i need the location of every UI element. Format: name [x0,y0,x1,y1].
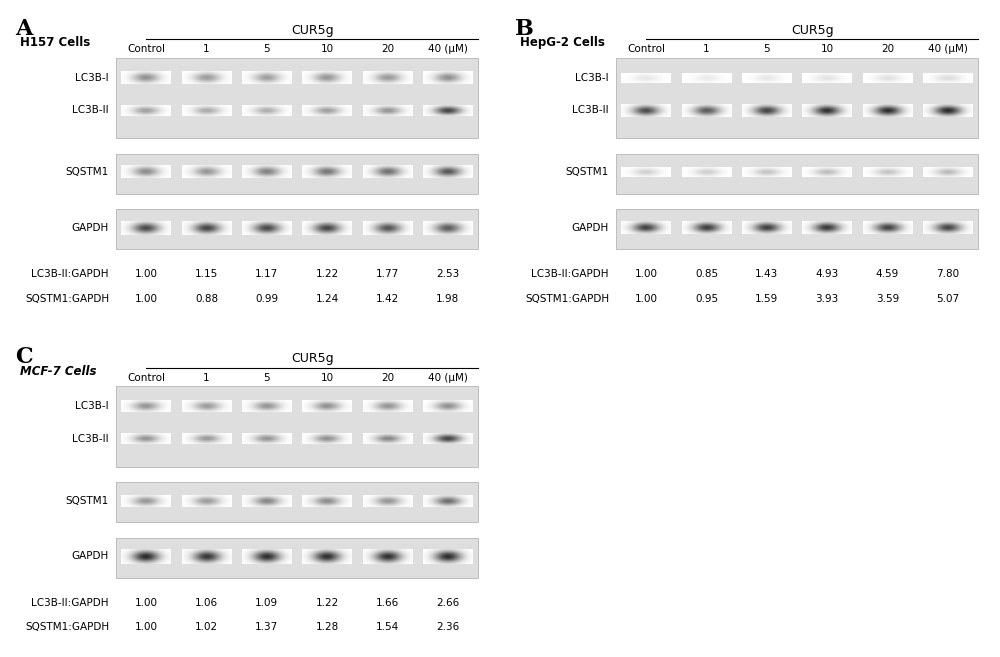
Bar [616,209,978,250]
Text: LC3B-II:GAPDH: LC3B-II:GAPDH [32,269,109,279]
Text: 2.66: 2.66 [436,598,459,608]
Text: Control: Control [627,44,665,54]
Text: 1.00: 1.00 [135,622,158,632]
Text: 20: 20 [881,44,894,54]
Text: 1.22: 1.22 [316,598,339,608]
Bar [116,537,478,578]
Text: 4.93: 4.93 [816,269,839,279]
Text: Control: Control [127,373,165,382]
Text: 1: 1 [703,44,710,54]
Text: 1.28: 1.28 [316,622,339,632]
Text: LC3B-II:GAPDH: LC3B-II:GAPDH [532,269,609,279]
Text: SQSTM1: SQSTM1 [66,167,109,177]
Text: 0.95: 0.95 [695,294,718,304]
Text: 10: 10 [321,373,334,382]
Text: 40 (μM): 40 (μM) [428,44,468,54]
Text: B: B [515,18,534,40]
Text: 1.17: 1.17 [255,269,278,279]
Bar [116,58,478,138]
Text: LC3B-II:GAPDH: LC3B-II:GAPDH [32,598,109,608]
Text: 1.98: 1.98 [436,294,459,304]
Text: SQSTM1: SQSTM1 [566,167,609,177]
Text: Control: Control [127,44,165,54]
Text: SQSTM1:GAPDH: SQSTM1:GAPDH [25,622,109,632]
Text: 1.43: 1.43 [755,269,778,279]
Text: 1.37: 1.37 [255,622,278,632]
Bar [116,386,478,466]
Text: CUR5g: CUR5g [291,352,333,365]
Text: 7.80: 7.80 [936,269,959,279]
Text: GAPDH: GAPDH [72,223,109,233]
Bar [616,58,978,138]
Text: 40 (μM): 40 (μM) [928,44,968,54]
Text: 1.00: 1.00 [135,294,158,304]
Text: 0.99: 0.99 [255,294,278,304]
Text: GAPDH: GAPDH [572,223,609,233]
Text: 1.02: 1.02 [195,622,218,632]
Text: H157 Cells: H157 Cells [20,36,90,49]
Text: 10: 10 [821,44,834,54]
Text: LC3B-I: LC3B-I [75,401,109,411]
Text: 1.00: 1.00 [135,598,158,608]
Text: 1.54: 1.54 [376,622,399,632]
Text: 3.93: 3.93 [816,294,839,304]
Text: HepG-2 Cells: HepG-2 Cells [520,36,605,49]
Text: 1.15: 1.15 [195,269,218,279]
Text: 0.85: 0.85 [695,269,718,279]
Text: LC3B-II: LC3B-II [72,434,109,444]
Text: 5: 5 [764,44,770,54]
Text: 3.59: 3.59 [876,294,899,304]
Text: 1.77: 1.77 [376,269,399,279]
Text: 1.00: 1.00 [635,294,658,304]
Bar [616,154,978,194]
Text: 5: 5 [264,44,270,54]
Text: 20: 20 [381,373,394,382]
Text: 2.36: 2.36 [436,622,459,632]
Text: 5.07: 5.07 [936,294,959,304]
Bar [116,154,478,194]
Text: MCF-7 Cells: MCF-7 Cells [20,365,96,378]
Text: 1.59: 1.59 [755,294,778,304]
Text: LC3B-I: LC3B-I [75,73,109,83]
Text: LC3B-I: LC3B-I [575,73,609,83]
Text: CUR5g: CUR5g [291,24,333,37]
Text: 1.42: 1.42 [376,294,399,304]
Text: 40 (μM): 40 (μM) [428,373,468,382]
Text: 1.06: 1.06 [195,598,218,608]
Text: 1.00: 1.00 [135,269,158,279]
Text: LC3B-II: LC3B-II [572,105,609,116]
Text: 1.66: 1.66 [376,598,399,608]
Text: A: A [15,18,32,40]
Text: C: C [15,346,33,369]
Text: 5: 5 [264,373,270,382]
Text: 1.24: 1.24 [316,294,339,304]
Text: SQSTM1:GAPDH: SQSTM1:GAPDH [25,294,109,304]
Text: LC3B-II: LC3B-II [72,105,109,116]
Text: SQSTM1: SQSTM1 [66,495,109,506]
Text: CUR5g: CUR5g [791,24,833,37]
Text: 1.00: 1.00 [635,269,658,279]
Text: 4.59: 4.59 [876,269,899,279]
Bar [116,482,478,522]
Text: 1.22: 1.22 [316,269,339,279]
Text: 0.88: 0.88 [195,294,218,304]
Text: 1.09: 1.09 [255,598,278,608]
Text: 20: 20 [381,44,394,54]
Text: GAPDH: GAPDH [72,551,109,561]
Text: 2.53: 2.53 [436,269,459,279]
Text: 10: 10 [321,44,334,54]
Text: 1: 1 [203,44,210,54]
Text: SQSTM1:GAPDH: SQSTM1:GAPDH [525,294,609,304]
Text: 1: 1 [203,373,210,382]
Bar [116,209,478,250]
